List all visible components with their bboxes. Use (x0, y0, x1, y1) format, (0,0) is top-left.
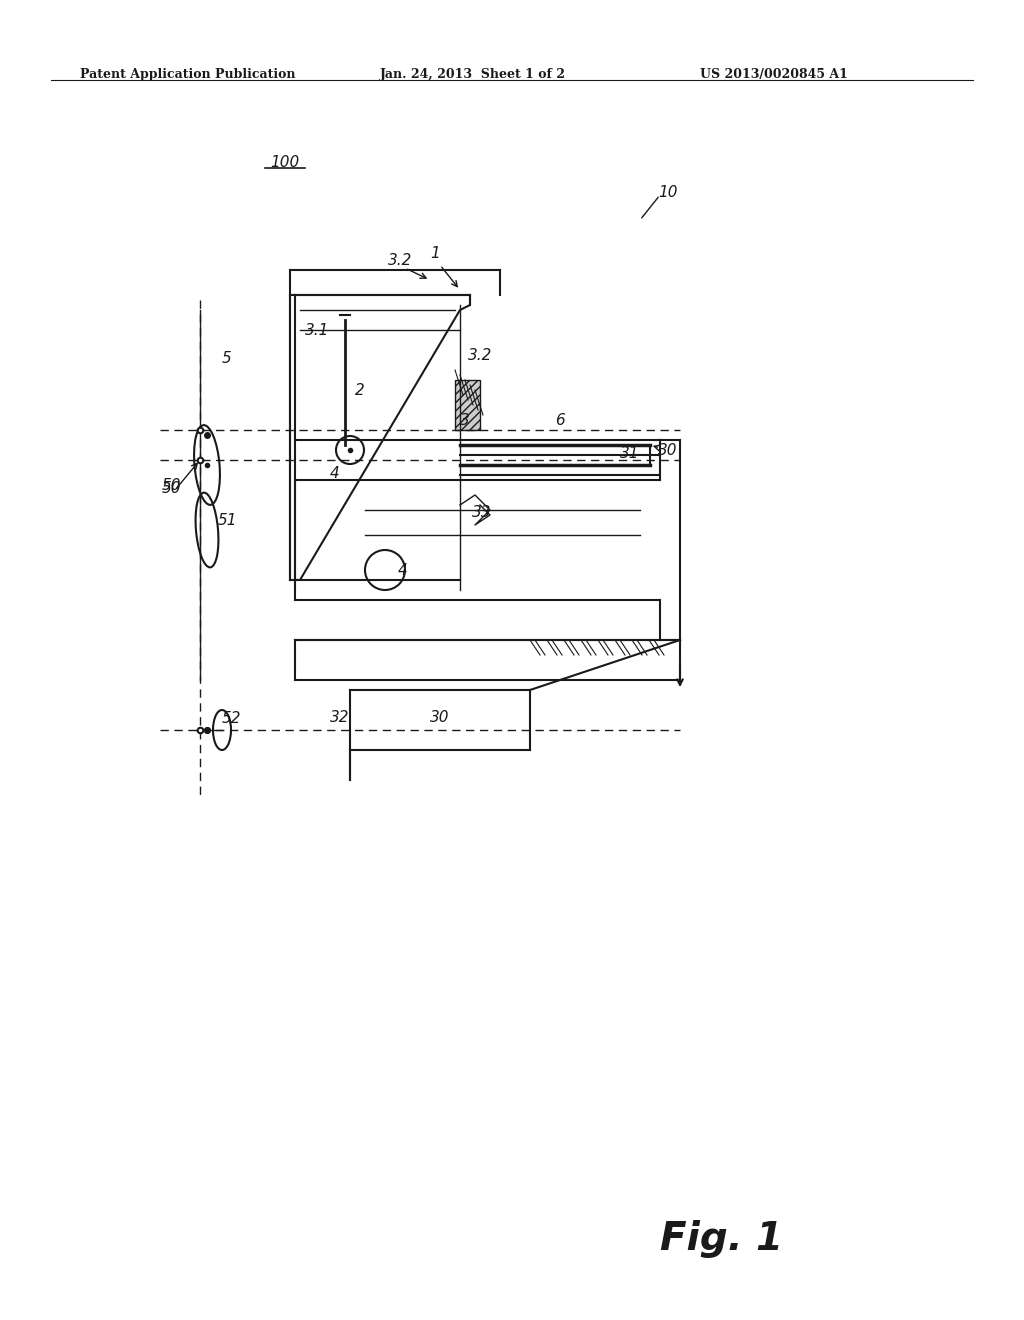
Text: 3.2: 3.2 (388, 253, 413, 268)
Text: 4: 4 (330, 466, 340, 480)
Text: 1: 1 (430, 246, 439, 261)
Text: US 2013/0020845 A1: US 2013/0020845 A1 (700, 69, 848, 81)
Text: 50: 50 (162, 480, 181, 496)
Text: 6: 6 (555, 413, 565, 428)
Text: 33: 33 (472, 506, 492, 520)
Text: 51: 51 (218, 513, 238, 528)
Text: 3.2: 3.2 (468, 348, 493, 363)
Text: Patent Application Publication: Patent Application Publication (80, 69, 296, 81)
Text: Fig. 1: Fig. 1 (660, 1220, 783, 1258)
Text: 4: 4 (398, 564, 408, 578)
Text: 100: 100 (270, 154, 299, 170)
Text: 52: 52 (222, 711, 242, 726)
Text: Jan. 24, 2013  Sheet 1 of 2: Jan. 24, 2013 Sheet 1 of 2 (380, 69, 566, 81)
Text: 3.1: 3.1 (305, 323, 330, 338)
Text: 32: 32 (330, 710, 349, 725)
Text: 50: 50 (162, 478, 181, 492)
Text: 5: 5 (222, 351, 231, 366)
Text: 3: 3 (460, 413, 470, 428)
Text: 2: 2 (355, 383, 365, 399)
Polygon shape (455, 380, 480, 430)
Text: 31: 31 (620, 446, 640, 461)
Text: 10: 10 (658, 185, 678, 201)
Text: 30: 30 (430, 710, 450, 725)
Text: 30: 30 (658, 444, 678, 458)
